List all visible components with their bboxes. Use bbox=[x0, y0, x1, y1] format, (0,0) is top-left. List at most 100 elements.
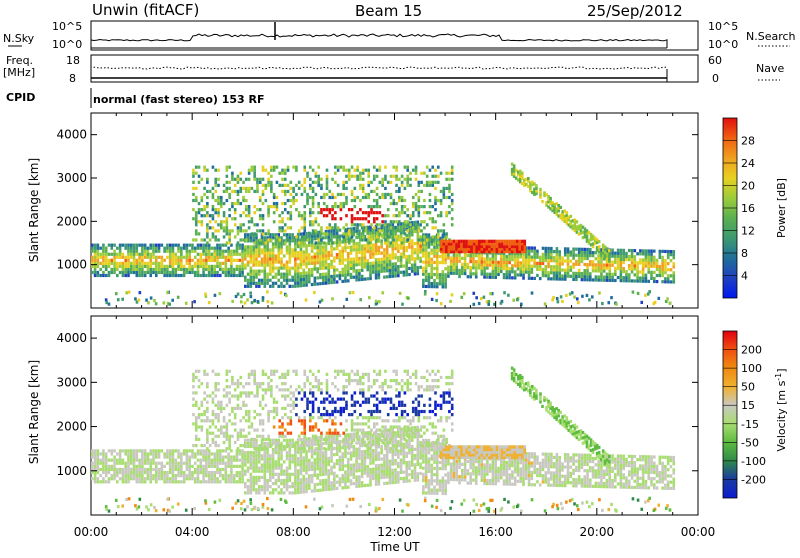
power-cell bbox=[645, 280, 648, 283]
power-cell bbox=[434, 175, 437, 178]
nsky-tick-low: 10^0 bbox=[52, 38, 82, 51]
power-cell bbox=[339, 277, 342, 280]
power-cell bbox=[361, 278, 364, 281]
power-cell bbox=[355, 269, 358, 272]
velocity-cell bbox=[291, 439, 294, 442]
velocity-cell bbox=[336, 459, 339, 462]
power-cell bbox=[361, 275, 364, 278]
power-cell bbox=[319, 276, 322, 279]
power-cell bbox=[608, 254, 611, 257]
power-cell bbox=[297, 278, 300, 281]
power-cell bbox=[423, 205, 426, 208]
velocity-cell bbox=[188, 462, 191, 465]
power-cell bbox=[450, 266, 453, 269]
velocity-cell bbox=[272, 460, 275, 463]
velocity-cell bbox=[378, 470, 381, 473]
power-cell bbox=[166, 256, 169, 259]
velocity-cell bbox=[158, 462, 161, 465]
power-cell bbox=[330, 263, 333, 266]
power-cell bbox=[418, 226, 421, 229]
velocity-cell bbox=[155, 465, 158, 468]
power-cell bbox=[251, 169, 254, 172]
power-cell bbox=[418, 190, 421, 193]
power-cell bbox=[327, 269, 330, 272]
velocity-cell bbox=[180, 468, 183, 471]
velocity-cell bbox=[110, 477, 113, 480]
velocity-cell bbox=[294, 457, 297, 460]
power-cell bbox=[431, 226, 434, 229]
velocity-cell bbox=[289, 467, 292, 470]
velocity-cell bbox=[372, 452, 375, 455]
velocity-cell bbox=[319, 482, 322, 485]
velocity-cell bbox=[300, 463, 303, 466]
velocity-cell bbox=[200, 462, 203, 465]
power-cell bbox=[198, 211, 201, 214]
power-cell bbox=[544, 268, 547, 271]
velocity-cell bbox=[169, 468, 172, 471]
power-cell bbox=[327, 272, 330, 275]
velocity-cell bbox=[314, 474, 317, 477]
velocity-cell bbox=[141, 459, 144, 462]
power-cell bbox=[261, 251, 264, 254]
power-cell bbox=[583, 278, 586, 281]
power-cell bbox=[203, 193, 206, 196]
power-cell bbox=[327, 266, 330, 269]
power-cell bbox=[286, 264, 289, 267]
power-cell bbox=[433, 252, 436, 255]
power-cell bbox=[265, 199, 268, 202]
power-cell bbox=[242, 211, 245, 214]
power-cell bbox=[158, 265, 161, 268]
velocity-cell bbox=[330, 435, 333, 438]
power-cell bbox=[298, 187, 301, 190]
nsearch-tick-high: 10^5 bbox=[708, 20, 738, 33]
velocity-cell bbox=[272, 463, 275, 466]
power-cell bbox=[336, 253, 339, 256]
power-cell bbox=[250, 248, 253, 251]
power-cell bbox=[272, 285, 275, 288]
power-cell bbox=[589, 272, 592, 275]
velocity-cell bbox=[252, 470, 255, 473]
power-cell bbox=[263, 279, 266, 282]
power-cell bbox=[141, 271, 144, 274]
power-cell bbox=[600, 276, 603, 279]
power-cell bbox=[155, 268, 158, 271]
power-cell bbox=[259, 196, 262, 199]
power-cell bbox=[301, 226, 304, 229]
velocity-cell bbox=[105, 474, 108, 477]
power-cell bbox=[567, 275, 570, 278]
power-cell bbox=[312, 205, 315, 208]
power-cell bbox=[212, 205, 215, 208]
velocity-cell bbox=[186, 468, 189, 471]
power-cell bbox=[508, 276, 511, 279]
velocity-cell bbox=[300, 460, 303, 463]
power-cell bbox=[575, 278, 578, 281]
power-cell bbox=[102, 265, 105, 268]
velocity-cell bbox=[238, 471, 241, 474]
power-cell bbox=[556, 247, 559, 250]
power-cell bbox=[444, 267, 447, 270]
power-cell bbox=[230, 262, 233, 265]
power-cell bbox=[428, 282, 431, 285]
power-cell bbox=[284, 178, 287, 181]
power-cell bbox=[286, 270, 289, 273]
velocity-cell bbox=[386, 454, 389, 457]
nsky-tick-high: 10^5 bbox=[52, 20, 82, 33]
power-cell bbox=[539, 259, 542, 262]
power-cell bbox=[359, 184, 362, 187]
power-cell bbox=[667, 277, 670, 280]
power-cell bbox=[216, 244, 219, 247]
power-cell bbox=[598, 240, 601, 243]
power-cell bbox=[119, 256, 122, 259]
power-cell bbox=[331, 205, 334, 208]
power-cell bbox=[392, 238, 395, 241]
velocity-cell bbox=[316, 455, 319, 458]
velocity-cell bbox=[130, 452, 133, 455]
power-cell bbox=[234, 211, 237, 214]
velocity-cell bbox=[297, 482, 300, 485]
power-cell bbox=[278, 184, 281, 187]
power-cell bbox=[560, 295, 563, 298]
power-cell bbox=[294, 248, 297, 251]
power-cell bbox=[378, 249, 381, 252]
velocity-cell bbox=[161, 471, 164, 474]
velocity-cell bbox=[311, 455, 314, 458]
